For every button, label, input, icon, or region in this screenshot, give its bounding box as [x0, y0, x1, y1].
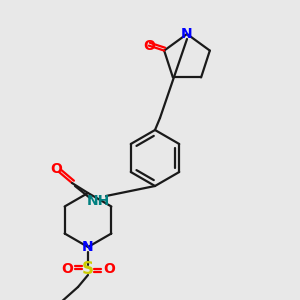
Text: O: O [143, 39, 155, 52]
Text: N: N [82, 240, 94, 254]
Text: O: O [50, 162, 62, 176]
Text: S: S [82, 260, 94, 278]
Text: O: O [61, 262, 73, 276]
Text: O: O [103, 262, 115, 276]
Text: N: N [181, 27, 193, 41]
Text: NH: NH [86, 194, 110, 208]
